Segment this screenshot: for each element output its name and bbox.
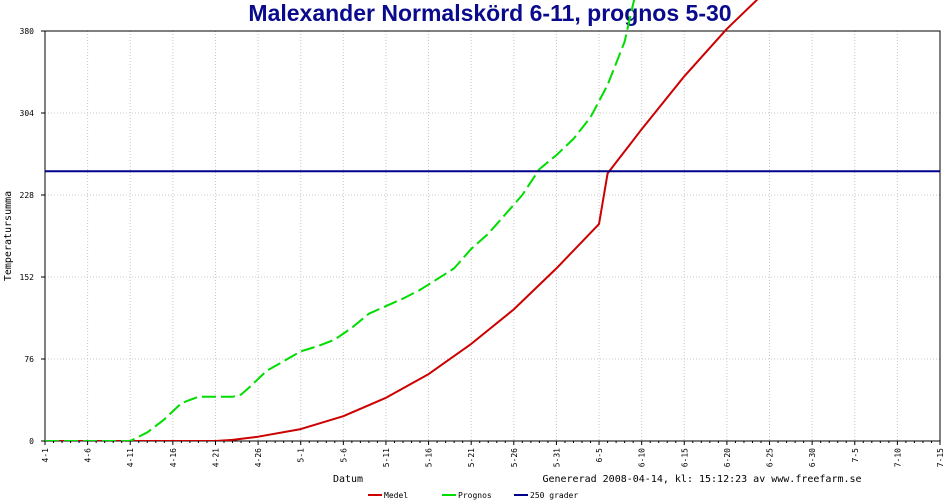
x-tick-label: 6-10 xyxy=(638,448,647,467)
x-tick-label: 5-21 xyxy=(467,448,476,467)
x-tick-label: 4-1 xyxy=(41,448,50,463)
footer-text: Genererad 2008-04-14, kl: 15:12:23 av ww… xyxy=(542,474,861,485)
x-axis-label: Datum xyxy=(333,474,363,485)
y-tick-label: 76 xyxy=(24,355,34,364)
legend: Medel Prognos 250 grader xyxy=(368,491,578,500)
x-tick-label: 5-6 xyxy=(339,448,348,463)
x-tick-labels: 4-1 4-6 4-11 4-16 4-21 4-26 5-1 5-6 5-11 5-16 5-21… xyxy=(41,448,945,467)
x-tick-label: 4-16 xyxy=(169,448,178,467)
x-tick-label: 6-20 xyxy=(723,448,732,467)
x-tick-label: 6-30 xyxy=(808,448,817,467)
series-line-medel xyxy=(45,0,759,441)
series-line-prognos xyxy=(45,0,636,441)
plot-frame xyxy=(44,30,941,442)
x-tick-label: 6-25 xyxy=(766,448,775,467)
y-tick-label: 0 xyxy=(29,437,34,446)
x-tick-label: 5-11 xyxy=(382,448,391,467)
x-tick-label: 4-6 xyxy=(84,448,93,463)
x-tick-label: 4-11 xyxy=(126,448,135,467)
y-tick-label: 152 xyxy=(20,273,35,282)
x-tick-label: 7-5 xyxy=(851,448,860,463)
x-tick-label: 4-26 xyxy=(254,448,263,467)
y-tick-label: 304 xyxy=(20,109,35,118)
chart-title: Malexander Normalskörd 6-11, prognos 5-3… xyxy=(248,0,731,26)
x-tick-label: 4-21 xyxy=(211,448,220,467)
axes xyxy=(41,30,941,445)
x-tick-label: 6-15 xyxy=(680,448,689,467)
x-tick-label: 5-31 xyxy=(552,448,561,467)
y-tick-label: 228 xyxy=(20,191,35,200)
x-tick-label: 6-5 xyxy=(595,448,604,463)
x-tick-label: 5-1 xyxy=(297,448,306,463)
y-tick-labels: 0 76 152 228 304 380 xyxy=(20,27,35,446)
legend-label: 250 grader xyxy=(530,491,578,500)
grid xyxy=(44,30,941,442)
y-tick-label: 380 xyxy=(20,27,35,36)
series-lines xyxy=(45,0,940,441)
x-tick-label: 7-10 xyxy=(893,448,902,467)
x-tick-label: 5-26 xyxy=(510,448,519,467)
legend-label: Prognos xyxy=(458,491,492,500)
x-tick-label: 7-15 xyxy=(936,448,945,467)
y-axis-label: Temperatursumma xyxy=(3,191,14,281)
x-tick-label: 5-16 xyxy=(425,448,434,467)
legend-label: Medel xyxy=(384,491,408,500)
